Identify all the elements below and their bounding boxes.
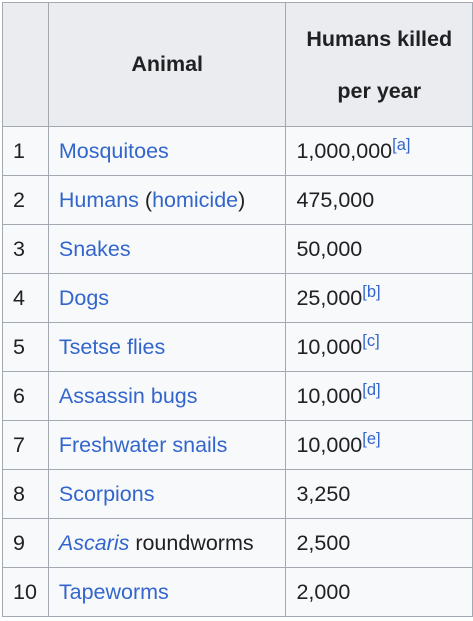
animal-link-dogs[interactable]: Dogs <box>58 285 110 310</box>
killed-value: 475,000 <box>296 187 375 212</box>
animal-cell: Freshwater snails <box>47 420 287 470</box>
animal-cell: Dogs <box>47 273 287 323</box>
killed-cell: 1,000,000[a] <box>285 126 473 176</box>
animal-cell: Assassin bugs <box>47 371 287 421</box>
killed-value: 10,000 <box>296 334 363 359</box>
footnote-link-b[interactable]: [b] <box>362 282 381 301</box>
table-row: 9 Ascaris roundworms 2,500 <box>2 518 473 568</box>
animal-link-tsetse-flies[interactable]: Tsetse flies <box>58 334 166 359</box>
rank-cell: 8 <box>2 469 49 519</box>
killed-cell: 3,250 <box>285 469 473 519</box>
table-row: 10 Tapeworms 2,000 <box>2 567 473 617</box>
rank-cell: 4 <box>2 273 49 323</box>
animal-cell: Mosquitoes <box>47 126 287 176</box>
header-humans-killed-line2: per year <box>337 78 422 103</box>
table-row: 4 Dogs 25,000[b] <box>2 273 473 323</box>
table-row: 7 Freshwater snails 10,000[e] <box>2 420 473 470</box>
killed-cell: 10,000[d] <box>285 371 473 421</box>
animal-link-freshwater-snails[interactable]: Freshwater snails <box>58 432 228 457</box>
paren-open: ( <box>144 187 153 212</box>
animal-link-humans[interactable]: Humans <box>58 187 139 212</box>
header-rank <box>2 2 49 127</box>
table-row: 8 Scorpions 3,250 <box>2 469 473 519</box>
killed-value: 2,500 <box>296 530 351 555</box>
table-row: 6 Assassin bugs 10,000[d] <box>2 371 473 421</box>
killed-value: 10,000 <box>296 383 363 408</box>
killed-value: 50,000 <box>296 236 363 261</box>
animal-cell: Humans (homicide) <box>47 175 287 225</box>
killed-cell: 475,000 <box>285 175 473 225</box>
header-animal: Animal <box>47 2 287 127</box>
rank-cell: 1 <box>2 126 49 176</box>
animal-link-homicide[interactable]: homicide <box>152 187 239 212</box>
animal-cell: Tsetse flies <box>47 322 287 372</box>
animal-link-tapeworms[interactable]: Tapeworms <box>58 579 169 604</box>
header-humans-killed: Humans killed per year <box>285 2 473 127</box>
animal-link-snakes[interactable]: Snakes <box>58 236 131 261</box>
animal-cell: Tapeworms <box>47 567 287 617</box>
killed-value: 2,000 <box>296 579 351 604</box>
header-humans-killed-line1: Humans killed <box>306 26 453 51</box>
rank-cell: 6 <box>2 371 49 421</box>
killed-value: 1,000,000 <box>296 138 393 163</box>
animal-cell: Ascaris roundworms <box>47 518 287 568</box>
table-row: 5 Tsetse flies 10,000[c] <box>2 322 473 372</box>
killed-cell: 2,500 <box>285 518 473 568</box>
killed-value: 10,000 <box>296 432 363 457</box>
table-header-row: Animal Humans killed per year <box>2 2 473 127</box>
footnote-link-a[interactable]: [a] <box>392 135 411 154</box>
rank-cell: 10 <box>2 567 49 617</box>
footnote-link-c[interactable]: [c] <box>362 331 380 350</box>
killed-value: 3,250 <box>296 481 351 506</box>
animal-cell: Scorpions <box>47 469 287 519</box>
rank-cell: 9 <box>2 518 49 568</box>
killed-value: 25,000 <box>296 285 363 310</box>
paren-close: ) <box>238 187 246 212</box>
rank-cell: 5 <box>2 322 49 372</box>
killed-cell: 10,000[c] <box>285 322 473 372</box>
killed-cell: 2,000 <box>285 567 473 617</box>
animal-cell: Snakes <box>47 224 287 274</box>
killed-cell: 50,000 <box>285 224 473 274</box>
animal-link-ascaris[interactable]: Ascaris <box>58 530 130 555</box>
killed-cell: 10,000[e] <box>285 420 473 470</box>
rank-cell: 3 <box>2 224 49 274</box>
table-row: 1 Mosquitoes 1,000,000[a] <box>2 126 473 176</box>
killed-cell: 25,000[b] <box>285 273 473 323</box>
footnote-link-d[interactable]: [d] <box>362 380 381 399</box>
footnote-link-e[interactable]: [e] <box>362 429 381 448</box>
animal-link-scorpions[interactable]: Scorpions <box>58 481 155 506</box>
animal-link-assassin-bugs[interactable]: Assassin bugs <box>58 383 198 408</box>
table-row: 2 Humans (homicide) 475,000 <box>2 175 473 225</box>
animal-link-mosquitoes[interactable]: Mosquitoes <box>58 138 169 163</box>
rank-cell: 7 <box>2 420 49 470</box>
rank-cell: 2 <box>2 175 49 225</box>
animal-suffix: roundworms <box>129 530 254 555</box>
table-row: 3 Snakes 50,000 <box>2 224 473 274</box>
